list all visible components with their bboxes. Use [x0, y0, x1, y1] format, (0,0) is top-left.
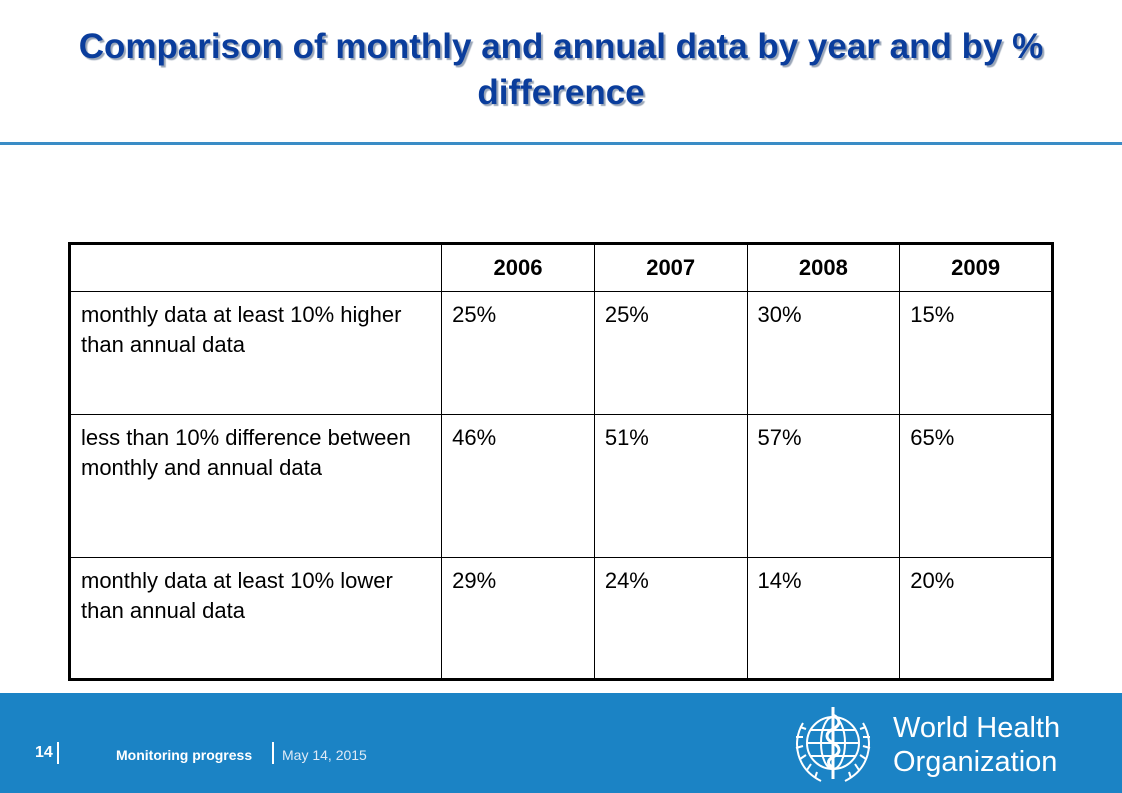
table-header-cell: 2007	[593, 243, 748, 292]
table-cell: 20%	[899, 557, 1053, 680]
table-cell: 15%	[899, 291, 1053, 415]
presentation-title: Monitoring progress	[116, 747, 253, 763]
table-row: monthly data at least 10% higher than an…	[68, 291, 1053, 415]
row-label: monthly data at least 10% higher than an…	[68, 291, 443, 415]
table-cell: 24%	[593, 557, 748, 680]
who-emblem-icon	[795, 707, 871, 782]
footer-separator	[272, 742, 274, 764]
comparison-table: 2006 2007 2008 2009 monthly data at leas…	[68, 242, 1054, 681]
footer-band	[0, 693, 1122, 793]
logo-line-1: World Health	[893, 712, 1061, 744]
who-logo-text: World Health Organization	[893, 711, 1060, 779]
table-header-row: 2006 2007 2008 2009	[68, 243, 1053, 292]
presentation-date: May 14, 2015	[282, 747, 367, 763]
table-cell: 46%	[441, 414, 595, 558]
table-cell: 30%	[746, 291, 901, 415]
table-header-cell: 2008	[746, 243, 901, 292]
table-cell: 29%	[441, 557, 595, 680]
logo-line-2: Organization	[893, 746, 1058, 778]
table-cell: 65%	[899, 414, 1053, 558]
table-header-cell: 2006	[441, 243, 595, 292]
table-row: monthly data at least 10% lower than ann…	[68, 557, 1053, 680]
row-label: less than 10% difference between monthly…	[68, 414, 443, 558]
table-cell: 57%	[746, 414, 901, 558]
table-row: less than 10% difference between monthly…	[68, 414, 1053, 558]
table-cell: 51%	[593, 414, 748, 558]
table-cell: 25%	[593, 291, 748, 415]
slide-title: Comparison of monthly and annual data by…	[78, 27, 1044, 112]
table-cell: 25%	[441, 291, 595, 415]
table-header-cell	[68, 243, 443, 292]
table-cell: 14%	[746, 557, 901, 680]
row-label: monthly data at least 10% lower than ann…	[68, 557, 443, 680]
slide-number: 14	[35, 744, 53, 761]
title-divider	[0, 142, 1122, 145]
table-header-cell: 2009	[899, 243, 1053, 292]
footer-separator	[57, 742, 59, 764]
